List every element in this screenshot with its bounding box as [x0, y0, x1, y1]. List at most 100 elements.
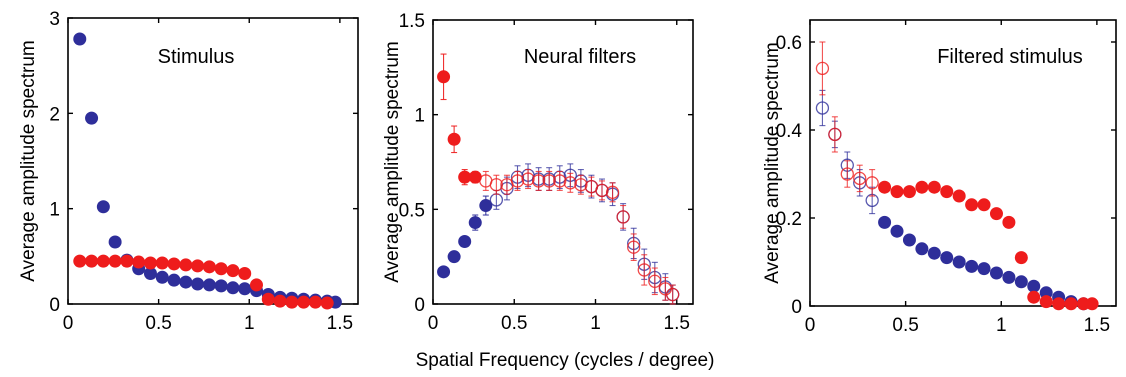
data-point-blue: [179, 275, 193, 289]
data-point-blue: [73, 32, 87, 46]
data-point-red: [952, 189, 966, 203]
data-point-red: [202, 260, 216, 274]
data-point-red: [1052, 297, 1066, 311]
data-point-red: [542, 174, 556, 188]
x-tick-label: 0.5: [501, 313, 527, 334]
data-point-red: [965, 198, 979, 212]
data-point-red: [167, 257, 181, 271]
data-point-blue: [468, 216, 482, 230]
data-point-red: [155, 256, 169, 270]
data-point-red: [627, 240, 641, 254]
data-point-red: [447, 132, 461, 146]
data-point-red: [989, 207, 1003, 221]
data-point-red: [1085, 297, 1099, 311]
data-point-blue: [191, 277, 205, 291]
data-point-red: [648, 274, 662, 288]
data-point-blue: [1002, 270, 1016, 284]
data-point-red: [143, 256, 157, 270]
data-point-red: [261, 292, 275, 306]
data-point-blue: [479, 199, 493, 213]
panel-1: 0 0.5 1 1.5 0 1 2 3 Average amplitude spectrum St…: [18, 9, 359, 334]
data-point-red: [890, 185, 904, 199]
data-point-red: [226, 264, 240, 278]
data-point-red: [977, 198, 991, 212]
data-point-red: [320, 296, 334, 310]
y-axis-label: Average amplitude spectrum: [762, 42, 783, 284]
data-point-red: [308, 295, 322, 309]
data-point-blue: [927, 246, 941, 260]
y-tick-label: 0: [49, 295, 60, 316]
x-tick-label: 0: [63, 313, 74, 334]
data-point-red: [828, 127, 842, 142]
data-point-red: [297, 295, 311, 309]
x-tick-label: 0: [428, 313, 439, 334]
y-tick-label: 0.5: [399, 200, 425, 221]
data-point-blue: [1027, 279, 1041, 293]
data-point-blue: [902, 233, 916, 247]
y-tick-label: 1: [49, 200, 60, 221]
data-point-red: [902, 185, 916, 199]
data-point-blue: [965, 259, 979, 273]
y-tick-label: 2: [49, 104, 60, 125]
data-point-red: [531, 174, 546, 188]
y-tick-label: 3: [49, 9, 60, 30]
data-point-red: [521, 172, 535, 186]
x-tick-label: 0.5: [892, 315, 918, 336]
data-point-blue: [202, 278, 216, 292]
data-point-blue: [989, 266, 1003, 280]
data-point-blue: [977, 262, 991, 276]
data-point-blue: [890, 224, 904, 238]
data-point-blue: [458, 235, 472, 249]
data-point-red: [285, 295, 299, 309]
y-tick-label: 1.5: [399, 11, 425, 32]
y-axis-label: Average amplitude spectrum: [18, 40, 39, 282]
data-point-red: [1039, 295, 1053, 309]
y-tick-label: 0.4: [776, 121, 803, 142]
data-point-blue: [437, 265, 451, 279]
data-point-red: [458, 170, 472, 184]
data-point-red: [108, 254, 122, 268]
data-point-red: [595, 183, 609, 198]
data-point-red: [865, 176, 879, 190]
data-point-blue: [952, 255, 966, 269]
x-tick-label: 1.5: [327, 313, 353, 334]
panel-title: Stimulus: [158, 46, 235, 68]
y-tick-label: 1: [414, 106, 425, 127]
data-point-red: [132, 255, 146, 269]
data-point-red: [238, 266, 252, 280]
data-point-red: [96, 254, 110, 268]
data-point-blue: [143, 266, 157, 280]
data-point-red: [574, 178, 588, 192]
data-point-red: [1027, 290, 1041, 304]
data-point-blue: [214, 279, 228, 293]
data-point-red: [927, 180, 941, 194]
data-point-red: [940, 185, 954, 199]
data-point-blue: [878, 215, 892, 229]
shared-x-axis-label: Spatial Frequency (cycles / degree): [416, 350, 715, 371]
data-point-blue: [155, 270, 169, 284]
plot-frame: [67, 17, 359, 305]
data-point-red: [637, 263, 651, 277]
data-point-red: [1002, 215, 1016, 229]
y-tick-label: 0: [414, 295, 425, 316]
data-point-red: [250, 278, 263, 292]
panel-title: Neural filters: [524, 46, 636, 68]
x-tick-label: 1: [590, 313, 601, 334]
data-point-red: [489, 178, 504, 192]
data-point-red: [840, 167, 854, 181]
x-tick-label: 1.5: [1084, 315, 1110, 336]
data-point-red: [666, 287, 680, 302]
data-point-red: [468, 170, 482, 184]
data-point-blue: [226, 281, 240, 295]
y-axis-label: Average amplitude spectrum: [382, 41, 403, 283]
data-point-blue: [447, 250, 461, 264]
data-point-red: [915, 180, 929, 194]
panel-title: Filtered stimulus: [937, 46, 1083, 68]
y-tick-label: 0.6: [776, 33, 802, 54]
plot-frame: [809, 19, 1117, 307]
data-point-blue: [940, 251, 954, 265]
data-point-red: [815, 61, 830, 76]
data-point-red: [120, 254, 134, 268]
data-point-blue: [96, 200, 110, 214]
plot-frame: [432, 19, 694, 305]
